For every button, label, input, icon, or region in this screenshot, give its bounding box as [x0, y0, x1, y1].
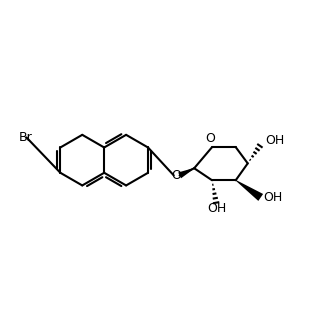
Text: O: O — [171, 169, 181, 182]
Text: Br: Br — [18, 131, 32, 144]
Text: OH: OH — [266, 134, 285, 147]
Text: OH: OH — [207, 202, 226, 215]
Polygon shape — [236, 180, 263, 201]
Polygon shape — [178, 168, 194, 178]
Text: O: O — [206, 132, 215, 145]
Text: OH: OH — [263, 191, 282, 204]
